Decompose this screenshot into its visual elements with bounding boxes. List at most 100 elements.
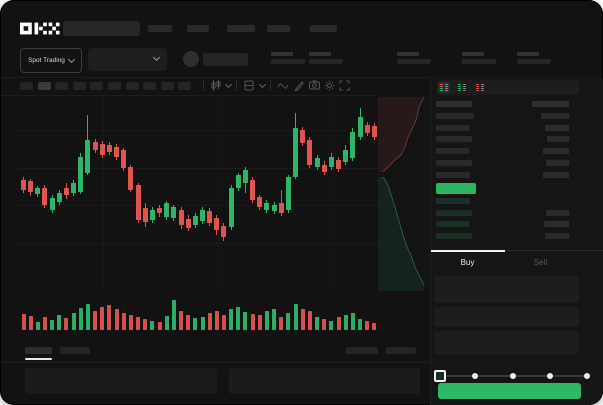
nav-item-placeholder[interactable] [187,25,209,32]
stat-value-placeholder [462,59,496,64]
timeframe-button[interactable] [108,82,121,90]
candlestick [300,130,306,143]
okx-logo[interactable] [20,22,60,35]
volume-bar [243,312,248,330]
ask-amount-placeholder[interactable] [545,124,569,131]
depth-curve [382,96,425,173]
nav-item-placeholder[interactable] [267,25,290,32]
candlestick-chart[interactable] [18,95,378,291]
volume-bar [200,317,205,330]
nav-item-placeholder[interactable] [227,25,255,32]
volume-bar [128,315,133,330]
timeframe-button[interactable] [37,82,51,90]
bid-amount-placeholder[interactable] [545,233,569,240]
bid-amount-placeholder[interactable] [546,209,569,216]
fullscreen-icon[interactable] [339,80,350,91]
candlestick [328,157,334,167]
depth-chart [378,95,430,291]
pair-dropdown[interactable] [88,48,167,71]
candlestick [71,183,77,193]
candlestick [257,197,263,207]
chart-layout-icon[interactable] [244,80,254,91]
line-wave-icon[interactable] [277,82,289,90]
bottom-tab[interactable] [60,347,90,354]
slider-stop-dot[interactable] [472,373,479,379]
book-asks-only-icon[interactable] [474,82,486,93]
ask-amount-placeholder[interactable] [543,148,569,155]
volume-bar [21,314,26,330]
volume-bar [264,311,269,330]
candlestick [314,158,320,167]
pencil-icon[interactable] [294,80,304,91]
slider-stop-dot[interactable] [584,373,590,379]
ask-amount-placeholder[interactable] [541,113,569,119]
nav-item-placeholder[interactable] [310,25,337,32]
ask-price-placeholder[interactable] [436,148,469,155]
toggle-row [440,89,448,92]
timeframe-button[interactable] [178,82,192,90]
bid-price-placeholder[interactable] [436,221,469,228]
volume-bar [307,311,312,330]
volume-bar [64,318,69,330]
candlestick [350,132,356,158]
candle-style-icon[interactable] [211,80,221,91]
ask-price-placeholder[interactable] [436,171,470,178]
toggle-dash [462,90,466,92]
search-input[interactable] [63,21,140,36]
toggle-row [458,87,466,90]
candlestick [343,150,349,162]
order-form-input[interactable] [434,307,579,327]
bid-amount-placeholder[interactable] [544,221,569,228]
slider-stop-dot[interactable] [509,373,516,379]
slider-handle[interactable] [434,370,446,382]
book-both-icon[interactable] [438,82,450,93]
candlestick [221,226,227,237]
toggle-color-dot [476,85,479,88]
candlestick [164,203,170,217]
nav-item-placeholder[interactable] [148,25,172,32]
camera-icon[interactable] [309,80,320,90]
timeframe-button[interactable] [20,82,33,90]
candlestick [114,147,120,157]
order-form-input[interactable] [434,331,579,354]
candlestick [242,170,248,183]
market-type-dropdown[interactable]: Spot Trading [20,48,82,73]
timeframe-button[interactable] [72,82,86,90]
ask-amount-placeholder[interactable] [547,136,569,143]
buy-submit-button[interactable] [438,383,581,399]
timeframe-button[interactable] [55,82,69,90]
bid-price-placeholder[interactable] [436,233,472,240]
volume-bar [28,316,33,330]
bottom-right-placeholder [386,347,416,354]
tab-buy[interactable]: Buy [460,258,475,267]
toggle-row [458,83,466,85]
ask-price-placeholder[interactable] [436,159,472,166]
candlestick [106,145,112,152]
book-bids-only-icon[interactable] [456,82,468,93]
volume-bar [50,320,55,330]
ask-price-placeholder[interactable] [436,113,474,119]
ask-price-placeholder[interactable] [436,136,472,143]
ask-amount-placeholder[interactable] [543,171,569,178]
timeframe-button[interactable] [125,82,139,90]
gear-icon[interactable] [324,80,335,91]
order-form-input[interactable] [434,276,579,303]
ask-price-placeholder[interactable] [436,124,470,131]
bottom-tab-active[interactable] [25,347,52,354]
tab-sell[interactable]: Sell [533,258,548,267]
timeframe-button[interactable] [160,82,174,90]
timeframe-button[interactable] [143,82,157,90]
bottom-panel [25,368,217,394]
candlestick [321,165,327,172]
timeframe-button[interactable] [90,82,104,90]
depth-curve [382,176,425,286]
candlestick [21,180,26,190]
toggle-row [458,85,466,88]
slider-stop-dot[interactable] [546,373,553,379]
bid-price-placeholder[interactable] [436,198,470,204]
toggle-row [476,89,484,92]
ask-amount-placeholder[interactable] [546,159,569,166]
toggle-color-dot [458,87,461,90]
bid-price-placeholder[interactable] [436,209,472,216]
volume-bar [42,317,47,330]
